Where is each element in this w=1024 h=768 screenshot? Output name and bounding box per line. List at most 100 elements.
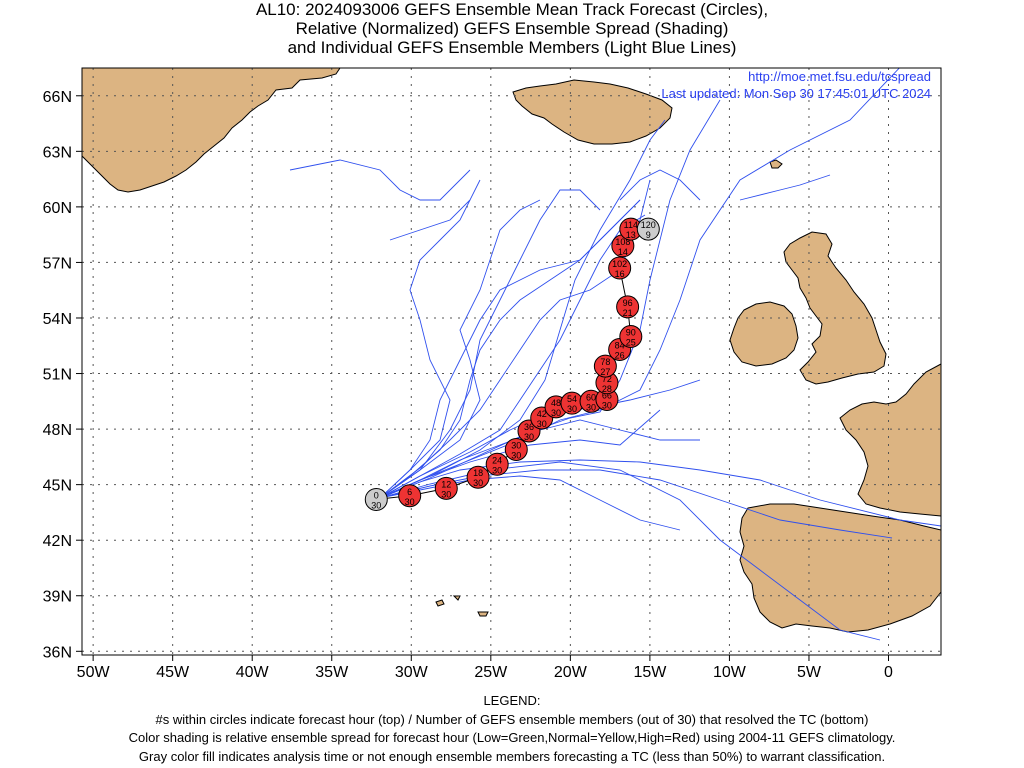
forecast-hour-label: 102 (612, 259, 627, 269)
x-tick-label: 5W (797, 664, 822, 681)
track-circle (608, 256, 632, 280)
forecast-hour-label: 90 (626, 328, 636, 338)
forecast-hour-label: 42 (537, 409, 547, 419)
credit-url: http://moe.met.fsu.edu/tcspread (748, 69, 931, 84)
member-count-label: 30 (537, 419, 547, 429)
forecast-hour-label: 24 (492, 455, 502, 465)
map-figure: 0306301230183024303030363042304830543060… (43, 67, 942, 681)
graticule (82, 68, 941, 655)
land-iceland (512, 79, 673, 145)
member-count-label: 26 (615, 350, 625, 360)
legend-line-2: Color shading is relative ensemble sprea… (128, 730, 896, 745)
forecast-hour-label: 54 (567, 394, 577, 404)
track-circle (434, 476, 458, 500)
forecast-hour-label: 30 (511, 440, 521, 450)
legend-heading: LEGEND: (483, 693, 541, 708)
track-circle (593, 354, 617, 378)
title-line-3: and Individual GEFS Ensemble Members (Li… (287, 38, 737, 57)
track-circle (398, 484, 422, 508)
member-track (379, 99, 721, 499)
member-count-label: 30 (524, 432, 534, 442)
y-tick-label: 54N (43, 311, 72, 328)
x-tick-label: 30W (395, 664, 429, 681)
title-line-2: Relative (Normalized) GEFS Ensemble Spre… (295, 19, 729, 38)
x-tick-label: 15W (633, 664, 667, 681)
y-tick-label: 63N (43, 144, 72, 161)
land-great-britain (783, 231, 887, 385)
member-count-label: 30 (551, 408, 561, 418)
ensemble-members (289, 68, 941, 641)
member-count-label: 13 (626, 230, 636, 240)
member-track (289, 159, 471, 201)
member-count-label: 30 (405, 497, 415, 507)
member-count-label: 16 (615, 269, 625, 279)
track-circle (636, 217, 660, 241)
member-track (619, 169, 701, 201)
member-track (379, 199, 641, 499)
track-circle (616, 295, 640, 319)
x-tick-label: 10W (713, 664, 747, 681)
member-track (379, 68, 900, 499)
land-azores (435, 595, 489, 617)
member-count-label: 30 (492, 465, 502, 475)
y-tick-label: 57N (43, 255, 72, 272)
forecast-hour-label: 120 (641, 220, 656, 230)
title-line-1: AL10: 2024093006 GEFS Ensemble Mean Trac… (255, 0, 769, 19)
land-greenland (82, 68, 341, 193)
x-tick-label: 45W (156, 664, 190, 681)
forecast-hour-label: 84 (615, 340, 625, 350)
member-track (739, 174, 831, 201)
forecast-hour-label: 12 (441, 479, 451, 489)
legend-line-3: Gray color fill indicates analysis time … (138, 748, 886, 764)
member-track (379, 475, 681, 531)
forecast-hour-label: 48 (551, 398, 561, 408)
track-circle (466, 465, 490, 489)
chart-title: AL10: 2024093006 GEFS Ensemble Mean Trac… (0, 0, 1024, 57)
y-tick-label: 66N (43, 89, 72, 106)
member-track (389, 179, 481, 241)
y-tick-label: 39N (43, 589, 72, 606)
member-track (379, 459, 941, 527)
member-track (379, 409, 661, 499)
member-count-label: 30 (602, 400, 612, 410)
forecast-hour-label: 60 (586, 392, 596, 402)
member-count-label: 30 (586, 402, 596, 412)
x-tick-label: 35W (315, 664, 349, 681)
member-track (379, 199, 471, 499)
land-faroe (769, 159, 783, 169)
y-tick-label: 48N (43, 422, 72, 439)
forecast-hour-label: 66 (602, 390, 612, 400)
member-count-label: 21 (623, 308, 633, 318)
land-europe (839, 363, 941, 517)
axis-ticks: 50W 45W 40W 35W 30W 25W 20W 15W 10W 5W 0 36N 39N 42N 4… (43, 89, 893, 681)
member-count-label: 30 (567, 404, 577, 414)
member-count-label: 30 (473, 478, 483, 488)
member-count-label: 28 (602, 384, 612, 394)
legend-line-1: #s within circles indicate forecast hour… (155, 711, 869, 727)
y-tick-label: 51N (43, 367, 72, 384)
member-count-label: 14 (618, 247, 628, 257)
track-circle (619, 325, 643, 349)
map-frame (81, 67, 942, 656)
member-count-label: 30 (511, 450, 521, 460)
member-count-label: 25 (626, 338, 636, 348)
legend: LEGEND: #s within circles indicate forec… (0, 692, 1024, 766)
forecast-hour-label: 108 (615, 237, 630, 247)
track-point-0: 030 (364, 487, 388, 511)
y-tick-label: 60N (43, 200, 72, 217)
member-track (379, 189, 601, 499)
forecast-hour-label: 72 (602, 374, 612, 384)
forecast-hour-label: 6 (407, 487, 412, 497)
y-tick-label: 42N (43, 533, 72, 550)
forecast-hour-label: 36 (524, 422, 534, 432)
member-count-label: 27 (600, 367, 610, 377)
forecast-hour-label: 114 (624, 220, 638, 230)
